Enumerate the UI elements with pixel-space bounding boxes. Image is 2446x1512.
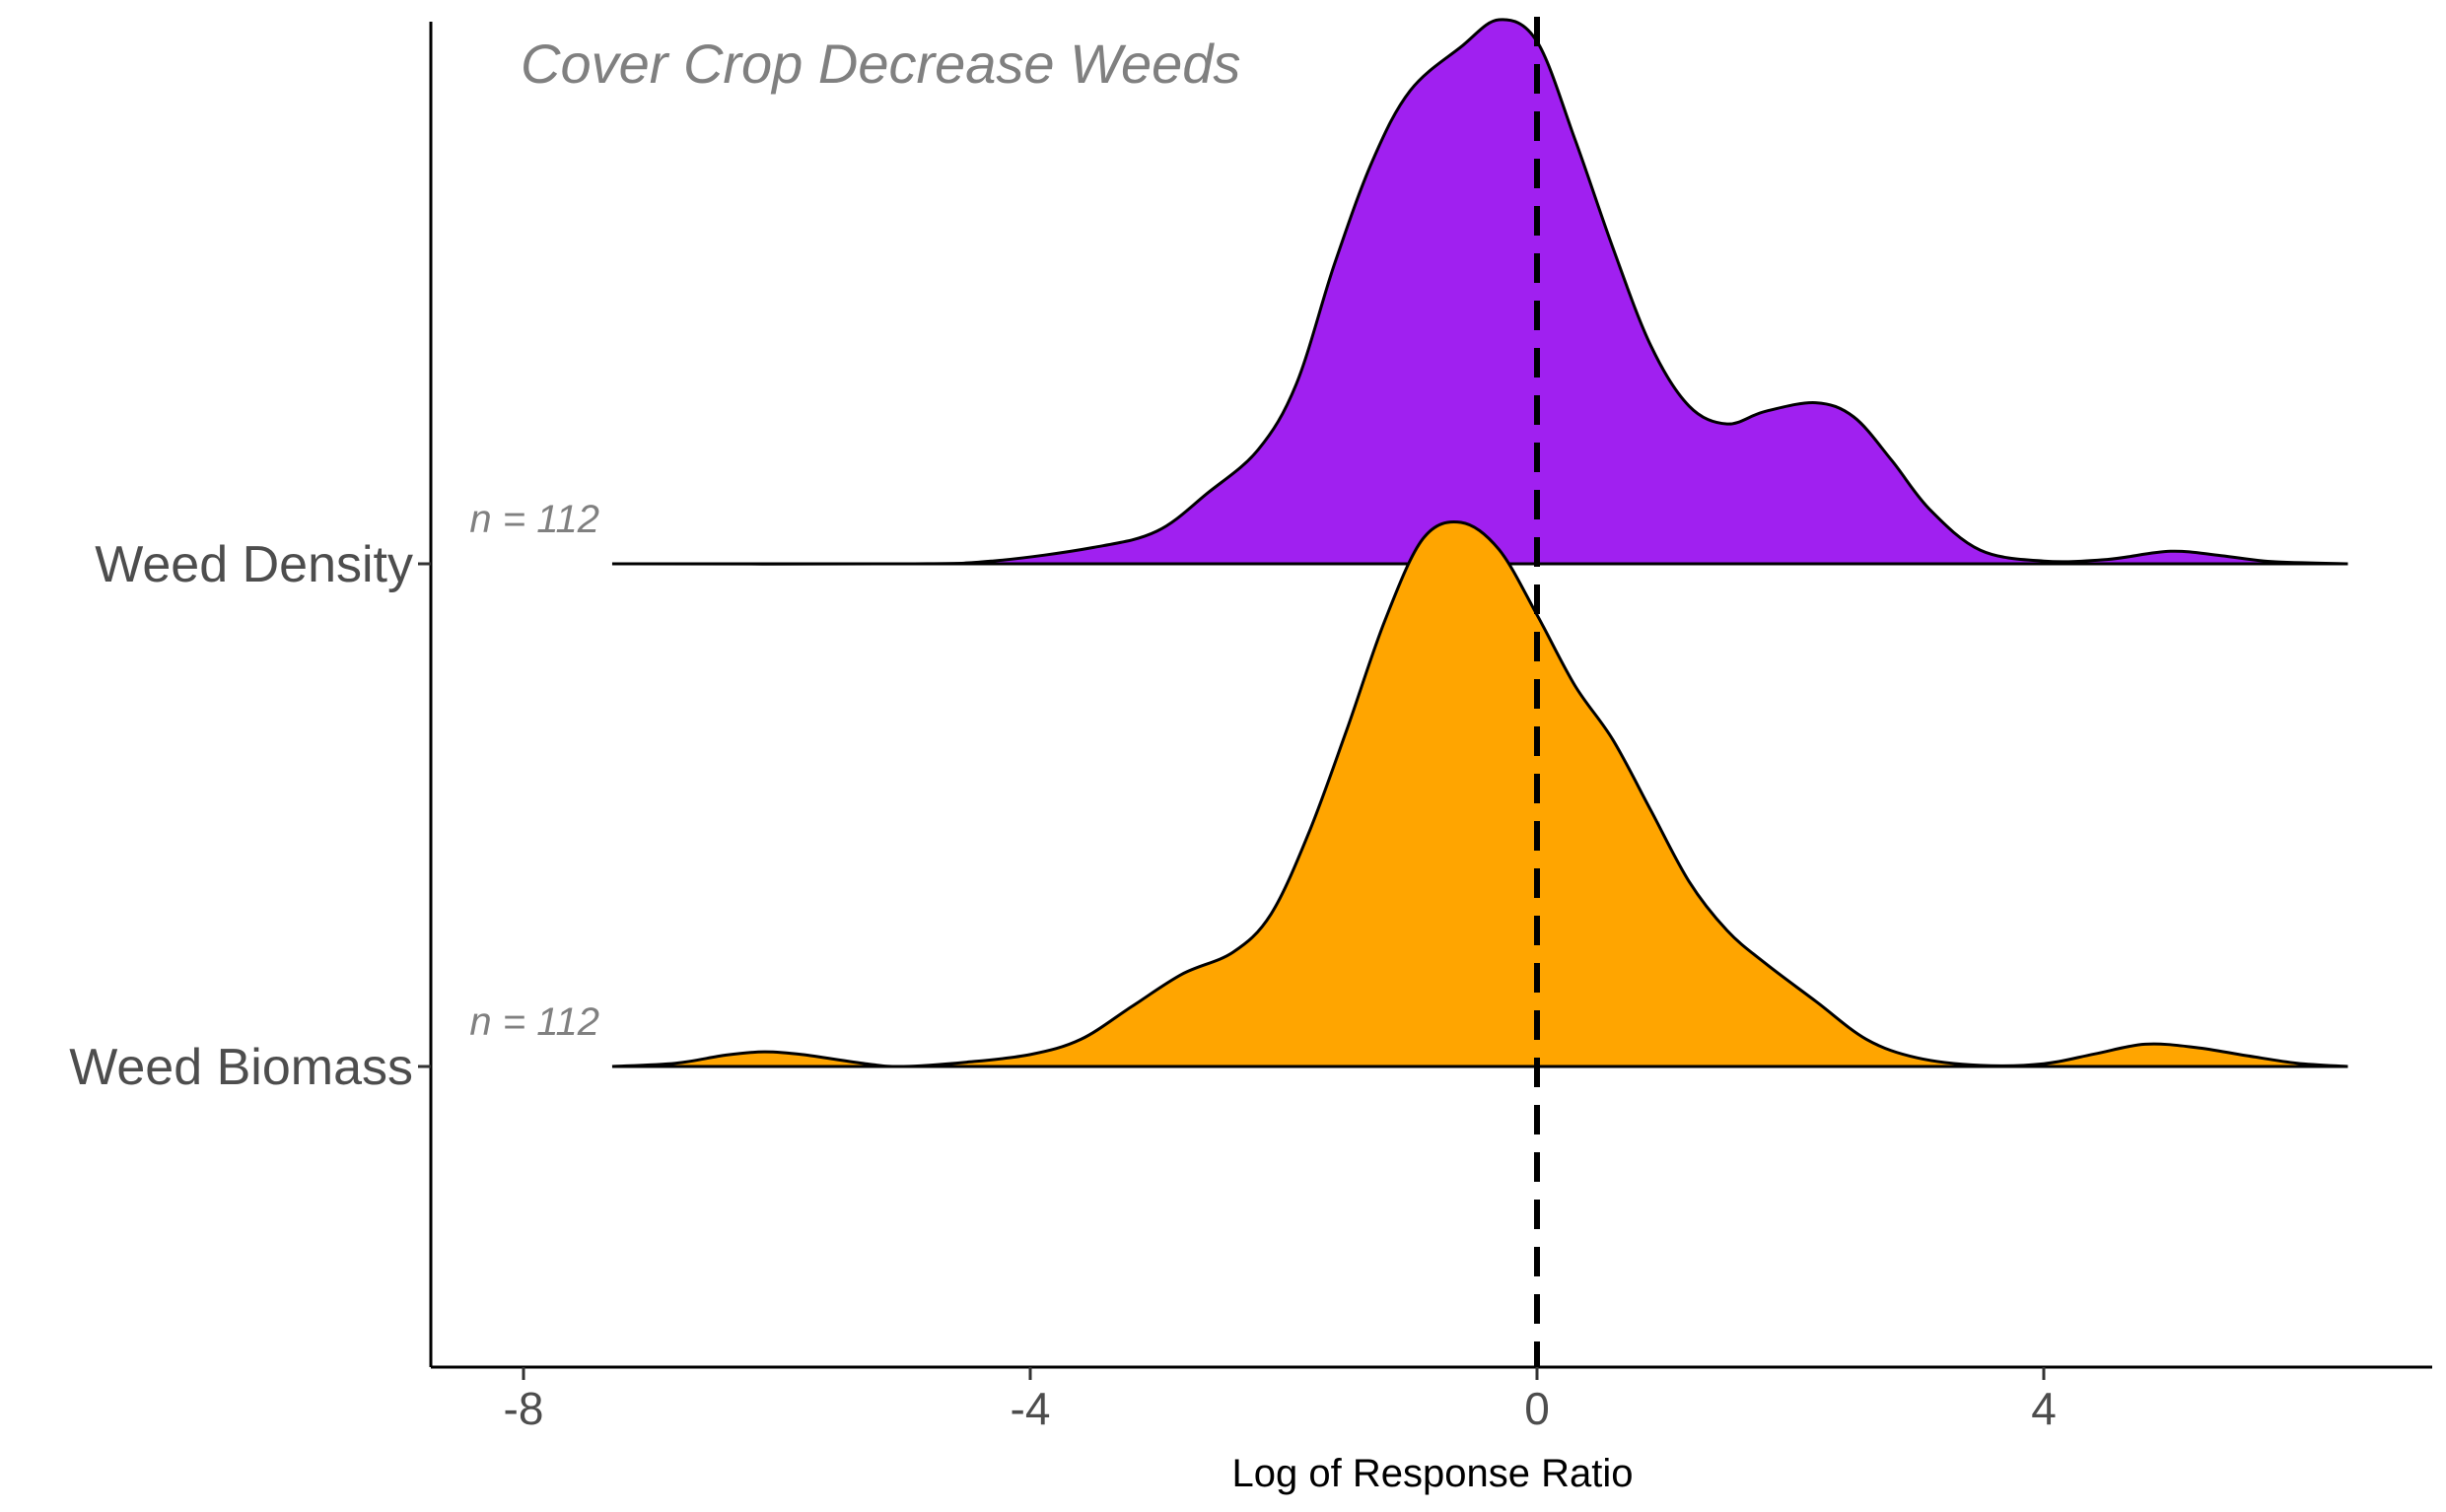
annotation-text: Cover Crop Decrease Weeds <box>521 33 1240 95</box>
x-tick-label: -4 <box>1011 1383 1051 1434</box>
n-label-weed-density: n = 112 <box>469 498 599 541</box>
x-tick-label: 0 <box>1524 1383 1550 1434</box>
axes-layer: -8 -4 0 4 Weed Density Weed Biomass <box>69 22 2432 1434</box>
ridge-fill-weed-biomass <box>612 521 2348 1067</box>
n-label-weed-biomass: n = 112 <box>469 1000 599 1044</box>
x-tick-label: 4 <box>2031 1383 2057 1434</box>
ridge-outline-weed-density <box>611 18 2348 566</box>
ridge-fill-weed-density <box>612 19 2348 565</box>
x-axis-title: Log of Response Ratio <box>1232 1452 1634 1495</box>
x-tick-label: -8 <box>504 1383 544 1434</box>
y-tick-label: Weed Biomass <box>69 1039 413 1096</box>
y-tick-label: Weed Density <box>95 536 413 593</box>
ridges-layer: n = 112 n = 112 <box>469 18 2348 1068</box>
